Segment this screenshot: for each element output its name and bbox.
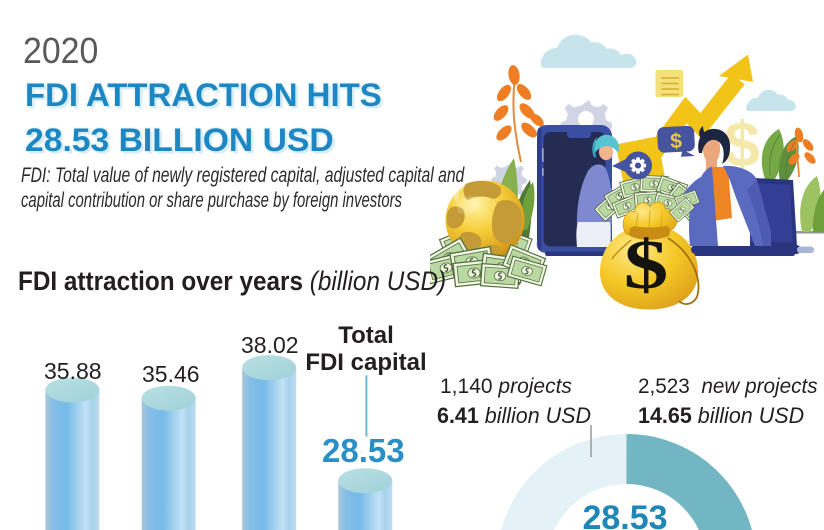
svg-text:$: $ [624,226,669,303]
svg-text:$: $ [670,130,683,154]
